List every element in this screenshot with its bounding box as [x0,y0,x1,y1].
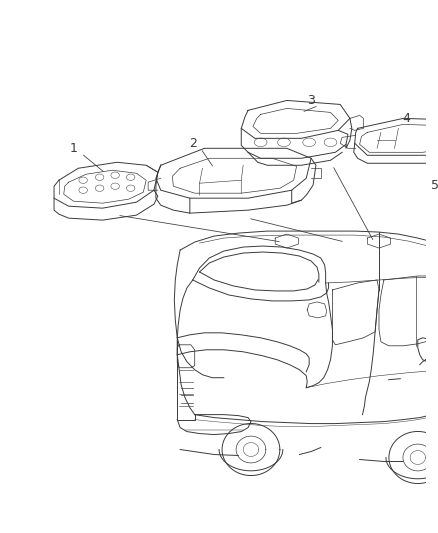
Text: 3: 3 [307,94,315,107]
Text: 5: 5 [431,179,438,192]
Text: 1: 1 [70,142,78,155]
Text: 4: 4 [402,112,410,125]
Text: 2: 2 [189,137,197,150]
